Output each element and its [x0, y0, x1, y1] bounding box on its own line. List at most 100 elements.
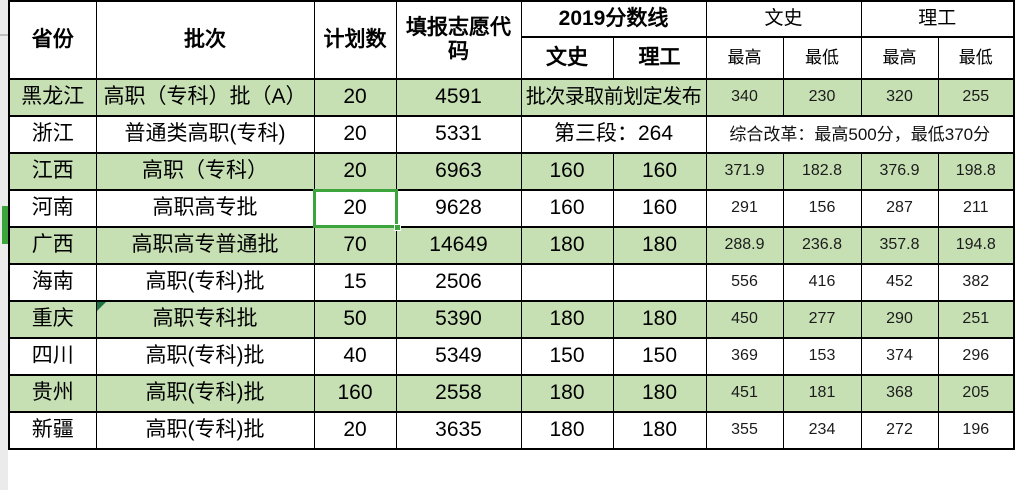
- cell-line-wenshi[interactable]: 150: [520, 337, 614, 376]
- cell-province[interactable]: 河南: [8, 189, 97, 228]
- header-plan-count[interactable]: 计划数: [313, 0, 397, 80]
- header-application-code[interactable]: 填报志愿代码: [395, 0, 522, 80]
- header-ligong-group[interactable]: 理工: [860, 0, 1015, 38]
- cell-wenshi-max[interactable]: 371.9: [705, 152, 784, 191]
- cell-ligong-min[interactable]: 194.8: [937, 226, 1015, 265]
- fill-handle[interactable]: [393, 224, 401, 231]
- header-scoreline-wenshi[interactable]: 文史: [520, 36, 614, 80]
- cell-line-wenshi[interactable]: 180: [520, 411, 614, 450]
- cell-code[interactable]: 14649: [395, 226, 522, 265]
- cell-ligong-max[interactable]: 320: [860, 78, 939, 117]
- cell-ligong-max[interactable]: 272: [860, 411, 939, 450]
- cell-batch[interactable]: 普通类高职(专科): [95, 115, 315, 154]
- cell-code[interactable]: 4591: [395, 78, 522, 117]
- cell-plan[interactable]: 15: [313, 263, 397, 302]
- header-ligong-min[interactable]: 最低: [937, 36, 1015, 80]
- cell-line-wenshi[interactable]: 180: [520, 300, 614, 339]
- cell-ligong-max[interactable]: 452: [860, 263, 939, 302]
- cell-line-wenshi[interactable]: 180: [520, 374, 614, 413]
- cell-batch[interactable]: 高职（专科）批（A）: [95, 78, 315, 117]
- cell-ligong-max[interactable]: 368: [860, 374, 939, 413]
- cell-ligong-max[interactable]: 376.9: [860, 152, 939, 191]
- cell-code[interactable]: 9628: [395, 189, 522, 228]
- cell-ligong-max[interactable]: 357.8: [860, 226, 939, 265]
- cell-wenshi-min[interactable]: 236.8: [782, 226, 862, 265]
- cell-plan[interactable]: 160: [313, 374, 397, 413]
- cell-code[interactable]: 5349: [395, 337, 522, 376]
- cell-line-ligong[interactable]: 180: [612, 411, 707, 450]
- cell-line-ligong[interactable]: 150: [612, 337, 707, 376]
- cell-line-ligong[interactable]: 180: [612, 300, 707, 339]
- cell-wenshi-max[interactable]: 451: [705, 374, 784, 413]
- cell-batch[interactable]: 高职(专科)批: [95, 374, 315, 413]
- cell-wenshi-max[interactable]: 288.9: [705, 226, 784, 265]
- cell-ligong-min[interactable]: 255: [937, 78, 1015, 117]
- header-batch[interactable]: 批次: [95, 0, 315, 80]
- cell-plan[interactable]: 50: [313, 300, 397, 339]
- cell-wenshi-max[interactable]: 369: [705, 337, 784, 376]
- cell-batch[interactable]: 高职(专科)批: [95, 263, 315, 302]
- cell-ligong-min[interactable]: 198.8: [937, 152, 1015, 191]
- header-ligong-max[interactable]: 最高: [860, 36, 939, 80]
- header-scoreline-ligong[interactable]: 理工: [612, 36, 707, 80]
- cell-ligong-max[interactable]: 290: [860, 300, 939, 339]
- cell-plan[interactable]: 20: [313, 115, 397, 154]
- cell-code[interactable]: 5331: [395, 115, 522, 154]
- cell-line-ligong[interactable]: 180: [612, 374, 707, 413]
- cell-wenshi-max[interactable]: 355: [705, 411, 784, 450]
- cell-line-ligong[interactable]: 160: [612, 152, 707, 191]
- header-wenshi-max[interactable]: 最高: [705, 36, 784, 80]
- cell-wenshi-max[interactable]: 340: [705, 78, 784, 117]
- cell-code[interactable]: 2558: [395, 374, 522, 413]
- header-province[interactable]: 省份: [8, 0, 97, 80]
- cell-wenshi-min[interactable]: 416: [782, 263, 862, 302]
- cell-province[interactable]: 四川: [8, 337, 97, 376]
- cell-ligong-max[interactable]: 287: [860, 189, 939, 228]
- cell-province[interactable]: 重庆: [8, 300, 97, 339]
- cell-ligong-min[interactable]: 211: [937, 189, 1015, 228]
- cell-line-wenshi[interactable]: 160: [520, 189, 614, 228]
- cell-wenshi-min[interactable]: 234: [782, 411, 862, 450]
- cell-wenshi-min[interactable]: 156: [782, 189, 862, 228]
- cell-batch[interactable]: 高职(专科)批: [95, 337, 315, 376]
- cell-scoreline-note[interactable]: 第三段：264: [520, 115, 707, 154]
- header-2019-scoreline[interactable]: 2019分数线: [520, 0, 707, 38]
- cell-batch[interactable]: 高职（专科）: [95, 152, 315, 191]
- cell-wenshi-min[interactable]: 277: [782, 300, 862, 339]
- cell-province[interactable]: 浙江: [8, 115, 97, 154]
- cell-ligong-min[interactable]: 196: [937, 411, 1015, 450]
- cell-line-wenshi-empty[interactable]: [520, 263, 614, 302]
- cell-line-ligong[interactable]: 160: [612, 189, 707, 228]
- cell-line-ligong[interactable]: 180: [612, 226, 707, 265]
- cell-code[interactable]: 5390: [395, 300, 522, 339]
- cell-score-note[interactable]: 综合改革：最高500分，最低370分: [705, 115, 1015, 154]
- cell-wenshi-min[interactable]: 182.8: [782, 152, 862, 191]
- cell-wenshi-max[interactable]: 450: [705, 300, 784, 339]
- cell-code[interactable]: 3635: [395, 411, 522, 450]
- cell-province[interactable]: 贵州: [8, 374, 97, 413]
- cell-line-ligong-empty[interactable]: [612, 263, 707, 302]
- cell-wenshi-min[interactable]: 230: [782, 78, 862, 117]
- cell-plan[interactable]: 70: [313, 226, 397, 265]
- cell-plan[interactable]: 20: [313, 152, 397, 191]
- cell-plan-selected[interactable]: 20: [312, 189, 401, 231]
- cell-plan[interactable]: 20: [313, 78, 397, 117]
- header-wenshi-group[interactable]: 文史: [705, 0, 862, 38]
- cell-ligong-min[interactable]: 251: [937, 300, 1015, 339]
- cell-batch-flagged[interactable]: 高职专科批: [95, 300, 315, 339]
- cell-province[interactable]: 黑龙江: [8, 78, 97, 117]
- cell-ligong-min[interactable]: 382: [937, 263, 1015, 302]
- cell-line-wenshi[interactable]: 180: [520, 226, 614, 265]
- cell-batch[interactable]: 高职高专普通批: [95, 226, 315, 265]
- cell-plan[interactable]: 40: [313, 337, 397, 376]
- cell-province[interactable]: 江西: [8, 152, 97, 191]
- cell-wenshi-max[interactable]: 291: [705, 189, 784, 228]
- cell-line-wenshi[interactable]: 160: [520, 152, 614, 191]
- cell-ligong-min[interactable]: 296: [937, 337, 1015, 376]
- cell-wenshi-max[interactable]: 556: [705, 263, 784, 302]
- cell-ligong-max[interactable]: 374: [860, 337, 939, 376]
- header-wenshi-min[interactable]: 最低: [782, 36, 862, 80]
- cell-province[interactable]: 海南: [8, 263, 97, 302]
- cell-ligong-min[interactable]: 205: [937, 374, 1015, 413]
- cell-plan[interactable]: 20: [313, 411, 397, 450]
